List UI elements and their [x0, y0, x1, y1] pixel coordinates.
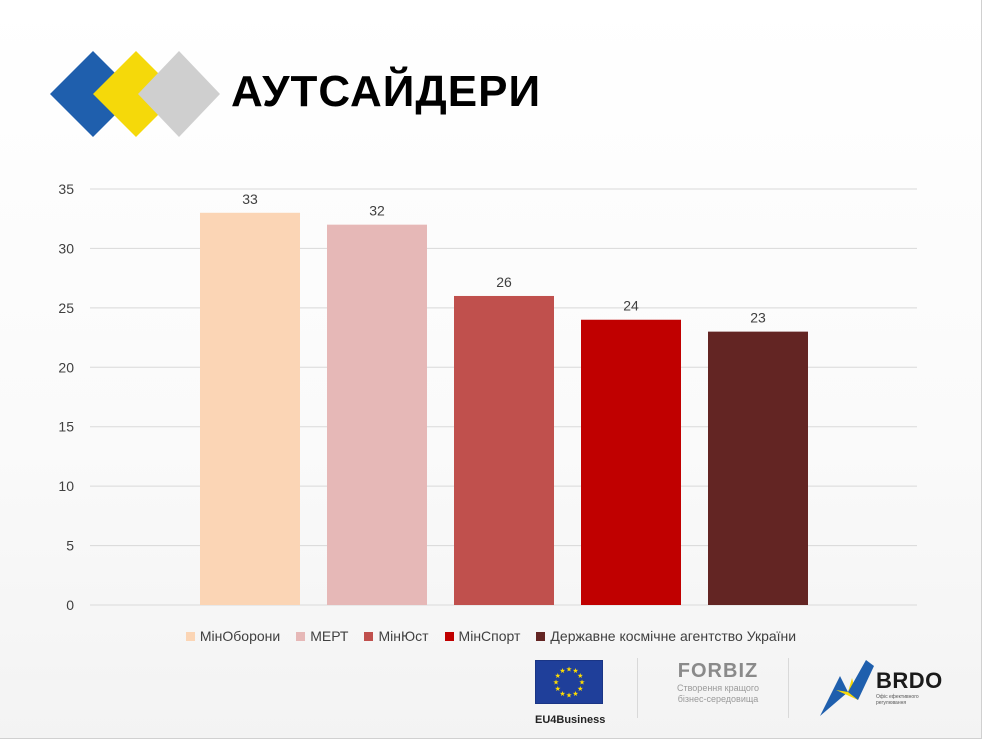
eu-star-icon: ★: [566, 692, 572, 700]
y-tick-label: 15: [58, 419, 74, 435]
brdo-tagline: Офіс ефективного регулювання: [876, 694, 919, 706]
forbiz-name: FORBIZ: [677, 660, 759, 682]
eu4business-logo: ★ ★ ★ ★ ★ ★ ★ ★ ★ ★ ★ ★ EU4Business: [535, 660, 606, 726]
forbiz-tagline-1: Створення кращого: [677, 683, 759, 693]
bar: [454, 295, 554, 605]
logo-diamonds-icon: [50, 51, 220, 137]
eu-star-icon: ★: [579, 679, 585, 687]
y-tick-label: 0: [66, 597, 74, 613]
forbiz-logo: FORBIZ Створення кращого бізнес-середови…: [668, 660, 768, 705]
legend-label: МЕРТ: [310, 628, 349, 644]
legend-swatch: [296, 631, 306, 641]
y-tick-label: 10: [58, 478, 74, 494]
eu-star-icon: ★: [566, 666, 572, 674]
bar: [200, 212, 300, 605]
legend-swatch: [444, 631, 454, 641]
bar-data-label: 33: [242, 191, 258, 207]
eu-star-icon: ★: [559, 690, 565, 698]
legend-item: МінОборони: [185, 628, 281, 644]
eu-star-icon: ★: [572, 690, 578, 698]
logo-divider: [637, 658, 638, 718]
labels-layer: 33 32 26 24 23: [242, 191, 766, 326]
eu-star-icon: ★: [577, 685, 583, 693]
y-tick-label: 35: [58, 181, 74, 197]
eu-star-icon: ★: [555, 672, 561, 680]
bar: [708, 331, 808, 605]
y-tick-label: 5: [66, 538, 74, 554]
brdo-name: BRDO: [876, 668, 943, 693]
eu4business-caption: EU4Business: [535, 714, 606, 726]
eu-flag-icon: ★ ★ ★ ★ ★ ★ ★ ★ ★ ★ ★ ★: [535, 660, 603, 704]
eu-star-icon: ★: [572, 667, 578, 675]
legend-swatch: [185, 631, 195, 641]
bar: [581, 319, 681, 605]
yellow-diamond: [93, 51, 179, 137]
bar-data-label: 26: [496, 274, 512, 290]
legend-label: МінЮст: [378, 628, 429, 644]
page-title: АУТСАЙДЕРИ: [231, 67, 542, 116]
bar-data-label: 24: [623, 298, 639, 314]
legend-item: МінЮст: [364, 628, 429, 644]
brdo-mark-icon: [820, 660, 874, 716]
footer-logos: ★ ★ ★ ★ ★ ★ ★ ★ ★ ★ ★ ★ EU4Business FORBIZ Створенн…: [0, 650, 982, 730]
legend-item: МінСпорт: [444, 628, 521, 644]
eu-star-icon: ★: [577, 672, 583, 680]
bar-data-label: 23: [750, 310, 766, 326]
legend-swatch: [536, 631, 546, 641]
logo-divider: [788, 658, 789, 718]
bar: [327, 224, 427, 605]
legend-swatch: [364, 631, 374, 641]
legend-item: Державне космічне агентство України: [536, 628, 796, 644]
y-tick-label: 25: [58, 300, 74, 316]
brdo-logo: BRDO Офіс ефективного регулювання: [818, 656, 942, 720]
legend-label: МінСпорт: [458, 628, 521, 644]
bar-data-label: 32: [369, 203, 385, 219]
forbiz-tagline-2: бізнес-середовища: [677, 694, 759, 704]
y-tick-label: 20: [58, 359, 74, 375]
legend-label: Державне космічне агентство України: [550, 628, 797, 644]
legend-item: МЕРТ: [296, 628, 348, 644]
eu-star-icon: ★: [559, 667, 565, 675]
y-tick-label: 30: [58, 240, 74, 256]
eu-star-icon: ★: [555, 685, 561, 693]
legend-label: МінОборони: [199, 628, 281, 644]
grey-diamond: [138, 51, 220, 137]
eu-star-icon: ★: [553, 679, 559, 687]
chart-legend: МінОборони МЕРТ МінЮст МінСпорт Державне кос…: [0, 628, 982, 644]
bars-layer: [200, 212, 808, 605]
